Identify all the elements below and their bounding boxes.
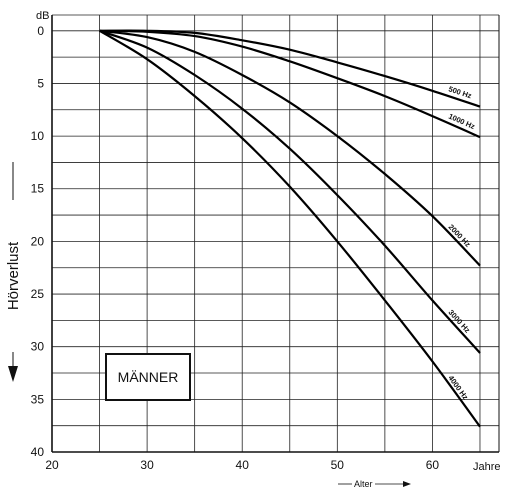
annotation-frame (105, 353, 191, 401)
grid (51, 14, 500, 453)
y-tick-label: 25 (31, 287, 45, 301)
y-tick-label: 0 (37, 24, 44, 38)
y-axis-title-text: Hörverlust (5, 241, 22, 310)
x-tick-label: 30 (140, 458, 154, 472)
series-line (99, 29, 481, 267)
x-axis-title-text: Alter (354, 479, 373, 488)
y-tick-label: 30 (31, 340, 45, 354)
series-line (99, 29, 481, 428)
y-tick-label: 5 (37, 76, 44, 90)
y-tick-label: 20 (31, 234, 45, 248)
x-unit-label: Jahre (473, 461, 501, 473)
y-tick-label: 10 (31, 129, 45, 143)
series-line (99, 29, 481, 108)
x-axis-arrow-icon (403, 481, 411, 487)
x-axis-title: Alter (338, 479, 411, 488)
series-lines (99, 29, 481, 428)
annotation-box: MÄNNER (105, 353, 191, 401)
x-tick-label: 50 (331, 458, 345, 472)
x-tick-label: 40 (236, 458, 250, 472)
y-tick-label: 15 (31, 182, 45, 196)
y-unit-label: dB (36, 10, 49, 22)
y-axis-arrow-icon (8, 366, 18, 382)
annotation-text: MÄNNER (118, 369, 179, 385)
y-tick-label: 40 (31, 445, 45, 459)
x-tick-label: 20 (45, 458, 59, 472)
y-tick-label: 35 (31, 392, 45, 406)
series-line (99, 29, 481, 354)
series-line (99, 29, 481, 139)
y-axis-title: Hörverlust (5, 162, 22, 382)
x-tick-label: 60 (426, 458, 440, 472)
